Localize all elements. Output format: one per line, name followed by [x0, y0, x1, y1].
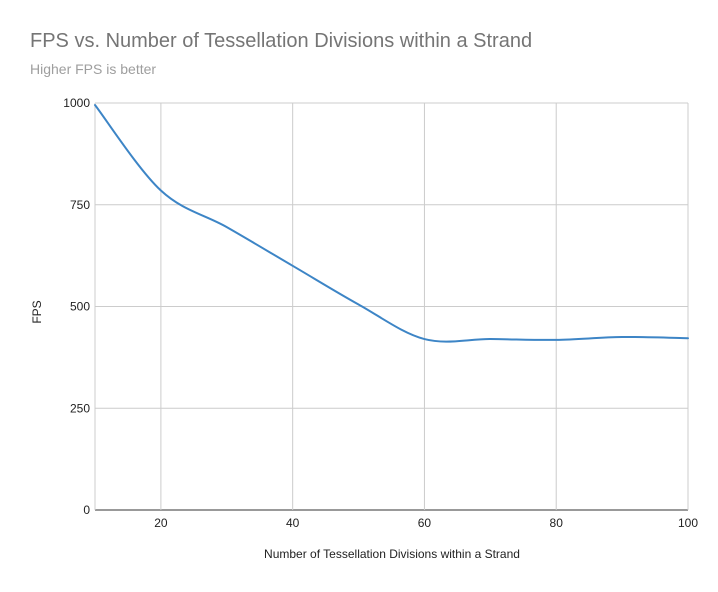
y-tick-label: 250: [70, 401, 90, 415]
series-line: [94, 104, 689, 343]
y-axis-ticks: 0 250 500 750 1000: [63, 96, 90, 517]
y-tick-label: 500: [70, 300, 90, 314]
y-axis-title: FPS: [30, 300, 44, 323]
grid-lines: [94, 102, 689, 511]
x-tick-label: 40: [286, 516, 300, 530]
y-tick-label: 0: [83, 503, 90, 517]
chart-title: FPS vs. Number of Tessellation Divisions…: [30, 30, 533, 52]
x-tick-label: 100: [678, 516, 698, 530]
x-axis-title: Number of Tessellation Divisions within …: [264, 547, 520, 561]
y-tick-label: 1000: [63, 96, 90, 110]
chart-subtitle: Higher FPS is better: [30, 61, 157, 77]
series-layer: [94, 104, 689, 343]
x-tick-label: 20: [154, 516, 168, 530]
x-axis-ticks: 20 40 60 80 100: [154, 516, 698, 530]
x-tick-label: 60: [418, 516, 432, 530]
x-tick-label: 80: [550, 516, 564, 530]
y-tick-label: 750: [70, 198, 90, 212]
